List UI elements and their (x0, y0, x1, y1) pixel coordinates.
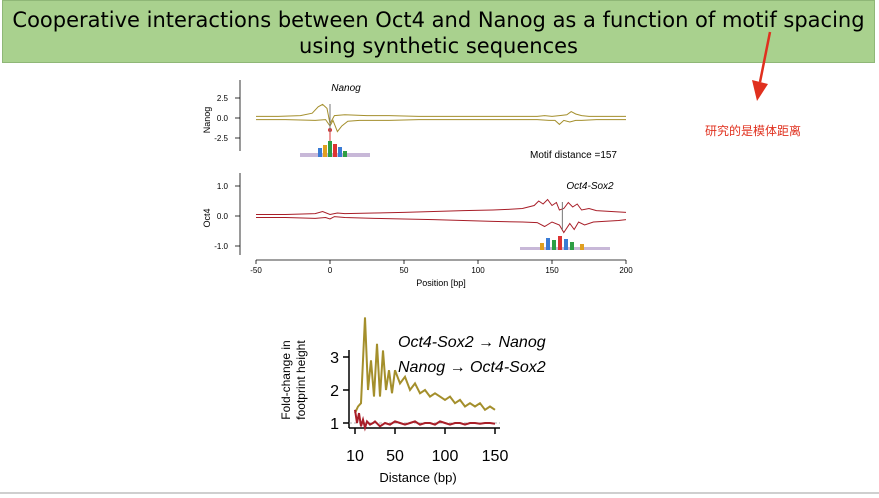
annotation-note: 研究的是模体距离 (705, 124, 802, 138)
fold-change-xtick-label: 100 (432, 448, 459, 465)
fold-change-ylabel-line-2: footprint height (294, 340, 308, 420)
slide-title-line-1: Cooperative interactions between Oct4 an… (12, 8, 865, 32)
oct4-track-title: Oct4-Sox2 (566, 181, 614, 192)
nanog-ytick-label: 2.5 (217, 94, 229, 103)
nanog-track-title: Nanog (331, 83, 361, 94)
oct4-sox2-to-nanog-line (354, 317, 496, 414)
fold-change-xlabel: Distance (bp) (379, 470, 456, 485)
title-banner: Cooperative interactions between Oct4 an… (2, 0, 875, 63)
nanog-to-oct4-sox2-line (354, 409, 496, 432)
fold-change-xtick-label: 10 (346, 448, 364, 465)
position-xtick-label: 50 (400, 266, 409, 275)
oct4-ytick-label: -1.0 (214, 242, 228, 251)
legend-oct4-sox2-to-nanog: Oct4-Sox2 → Nanog (398, 334, 546, 351)
nanog-ytick-label: -2.5 (214, 134, 228, 143)
nanog-reverse-line (256, 119, 626, 133)
fold-change-ytick-label: 2 (330, 383, 339, 400)
fold-change-ytick-label: 3 (330, 350, 339, 367)
footprint-profiles-panel: Nanog Oct4 2.5 0.0 -2.5 1.0 0.0 -1.0 Nan… (202, 80, 626, 288)
oct4-sox2-motif-logo (520, 236, 610, 250)
bottom-divider (0, 492, 879, 494)
position-xtick-label: 100 (471, 266, 485, 275)
nanog-forward-line (256, 103, 626, 126)
oct4-forward-line (256, 198, 627, 216)
oct4-ytick-label: 1.0 (217, 182, 229, 191)
nanog-ytick-label: 0.0 (217, 114, 229, 123)
fold-change-xtick-label: 150 (482, 448, 509, 465)
pointer-arrow-icon (752, 31, 772, 101)
position-xtick-label: 0 (328, 266, 333, 275)
position-xtick-label: -50 (250, 266, 262, 275)
position-xtick-label: 200 (619, 266, 633, 275)
fold-change-panel: Fold-change in footprint height 1 2 3 Di… (279, 334, 546, 485)
oct4-track-ylabel: Oct4 (202, 208, 212, 227)
fold-change-ytick-label: 1 (330, 416, 339, 433)
position-xlabel: Position [bp] (416, 278, 466, 288)
oct4-ytick-label: 0.0 (217, 212, 229, 221)
legend-nanog-to-oct4-sox2: Nanog → Oct4-Sox2 (398, 359, 546, 376)
fold-change-ylabel-line-1: Fold-change in (279, 340, 293, 419)
nanog-track-ylabel: Nanog (202, 107, 212, 134)
motif-distance-label: Motif distance =157 (530, 150, 617, 161)
fold-change-xtick-label: 50 (386, 448, 404, 465)
position-xtick-label: 150 (545, 266, 559, 275)
slide-title-line-2: using synthetic sequences (299, 34, 578, 58)
oct4-reverse-line (256, 216, 627, 234)
nanog-motif-logo (300, 128, 370, 157)
